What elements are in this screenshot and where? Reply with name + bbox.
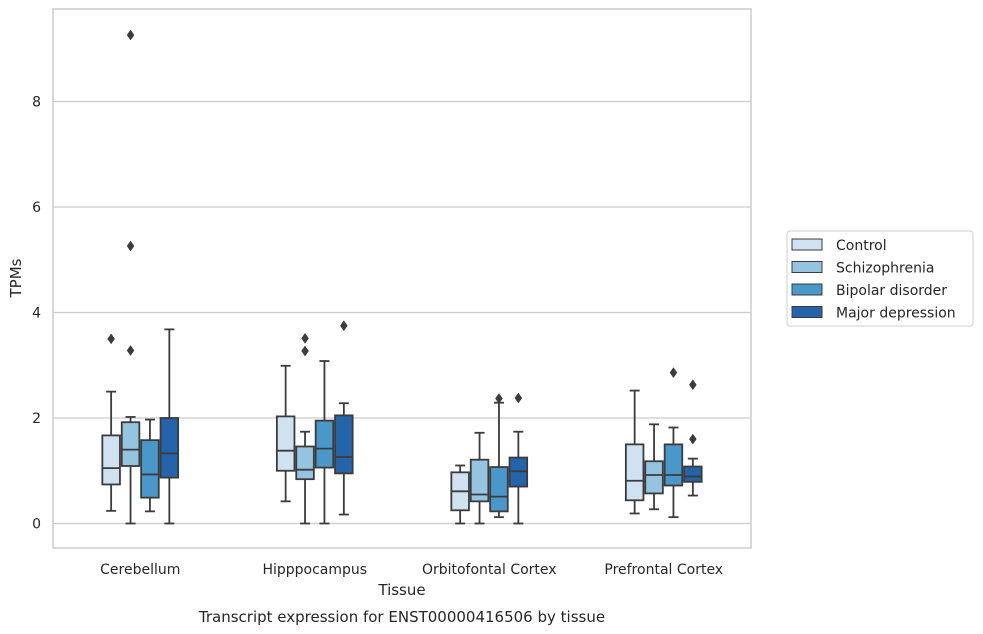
box (450, 464, 470, 525)
box-body (275, 415, 296, 472)
box (469, 431, 490, 525)
y-tick-label: 6 (32, 200, 41, 216)
x-tick-labels: Cerebellum Hipppocampus Orbitofontal Corte… (100, 562, 723, 578)
legend-swatch (791, 283, 823, 296)
x-tick-label: Hipppocampus (262, 562, 367, 578)
box (159, 328, 180, 525)
y-tick-labels: 0 2 4 6 8 (32, 95, 41, 533)
box (683, 379, 703, 497)
x-tick-label: Orbitofontal Cortex (422, 562, 557, 578)
outlier-point (495, 393, 503, 404)
outlier-point (107, 333, 115, 345)
chart-caption: Transcript expression for ENST0000041650… (198, 608, 605, 626)
box-body (334, 414, 354, 475)
y-tick-label: 4 (32, 306, 41, 322)
box (624, 389, 645, 515)
legend-swatch (791, 261, 823, 273)
outlier-point (514, 392, 523, 404)
box (120, 29, 141, 525)
box (334, 320, 354, 516)
box-body (663, 443, 684, 487)
outlier-point (301, 345, 309, 357)
x-tick-label: Prefrontal Cortex (604, 562, 723, 578)
legend-label: Schizophrenia (836, 261, 934, 277)
outlier-point (689, 433, 697, 445)
x-axis-label: Tissue (377, 581, 425, 599)
legend-frame (786, 230, 974, 327)
box (663, 367, 684, 519)
outlier-point (126, 240, 135, 252)
box-body (624, 443, 645, 502)
box (275, 364, 296, 503)
box-body (644, 460, 664, 495)
outlier-point (669, 367, 678, 379)
legend: Control Schizophrenia Bipolar disorder Majo… (786, 230, 974, 327)
box-body (101, 434, 121, 486)
outlier-point (126, 29, 135, 41)
box (489, 393, 509, 519)
legend-items: Control Schizophrenia Bipolar disorder Majo… (791, 238, 956, 322)
legend-label: Bipolar disorder (836, 283, 947, 299)
y-tick-label: 2 (32, 411, 41, 427)
outlier-point (689, 379, 697, 391)
y-axis-label: TPMs (7, 258, 25, 298)
y-tick-label: 8 (32, 95, 41, 111)
y-tick-label: 0 (32, 517, 41, 533)
x-tick-label: Cerebellum (100, 562, 180, 578)
box (644, 423, 664, 511)
box (140, 418, 160, 513)
plot-frame (52, 8, 752, 549)
legend-label: Control (836, 238, 887, 254)
legend-label: Major depression (836, 306, 956, 322)
box (295, 332, 315, 525)
boxes-layer (101, 29, 703, 525)
outlier-point (340, 320, 348, 332)
box-body (159, 417, 180, 479)
box-body (295, 445, 315, 481)
legend-swatch (791, 238, 823, 251)
box-body (120, 421, 141, 467)
box-body (489, 466, 509, 513)
outlier-point (126, 345, 135, 356)
box-body (683, 465, 703, 483)
box (314, 360, 335, 525)
box (508, 392, 529, 525)
box-body (314, 419, 335, 469)
legend-swatch (791, 306, 823, 318)
box-body (469, 458, 490, 503)
outlier-point (301, 332, 309, 344)
box (101, 333, 121, 512)
box-body (140, 439, 160, 499)
